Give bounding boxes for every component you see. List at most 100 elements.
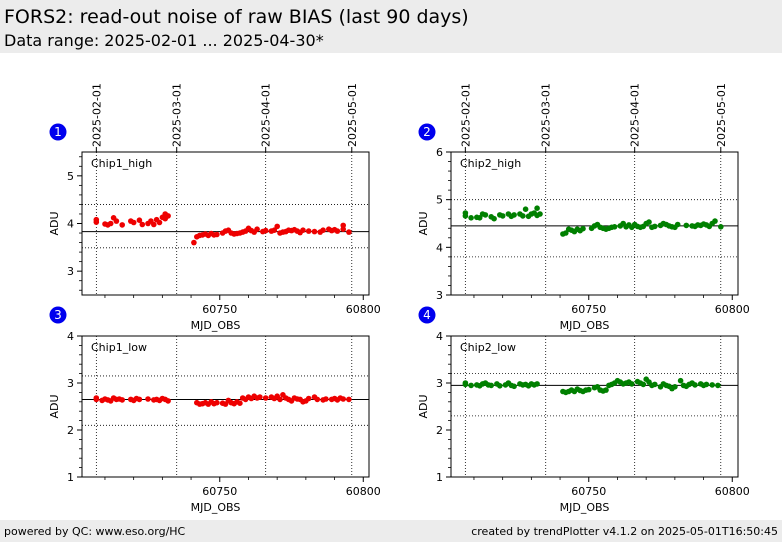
data-point xyxy=(136,396,143,403)
data-point xyxy=(511,383,517,390)
data-point xyxy=(522,206,529,212)
x-tick-label: 60750 xyxy=(202,303,237,316)
data-point xyxy=(340,226,347,232)
y-tick-label: 3 xyxy=(67,377,74,390)
data-point xyxy=(629,381,635,387)
data-point xyxy=(165,398,171,404)
data-point xyxy=(563,230,569,236)
data-point xyxy=(611,224,618,230)
data-point xyxy=(534,381,540,387)
data-point xyxy=(165,213,171,219)
x-tick-label: 60750 xyxy=(571,303,606,316)
data-point xyxy=(130,219,137,226)
y-tick-label: 3 xyxy=(436,377,443,390)
y-tick-label: 4 xyxy=(67,218,74,231)
y-tick-label: 4 xyxy=(436,330,443,343)
y-tick-label: 5 xyxy=(67,170,74,183)
plot-panel-1: 3 4 5 60750 60800 MJD_OBS ADU Chip1_high 2025-02… xyxy=(48,83,381,332)
data-point xyxy=(677,377,684,384)
data-point xyxy=(156,219,163,226)
panel-number-label: 1 xyxy=(54,125,62,139)
data-point xyxy=(323,396,329,402)
x-axis-label: MJD_OBS xyxy=(191,319,241,332)
data-point xyxy=(334,228,341,234)
data-point xyxy=(672,384,678,390)
y-tick-label: 3 xyxy=(67,265,74,278)
x-axis-label: MJD_OBS xyxy=(560,501,610,514)
y-tick-label: 4 xyxy=(67,330,74,343)
panel-label: Chip1_low xyxy=(91,341,147,354)
data-point xyxy=(311,228,318,235)
data-point xyxy=(683,222,690,229)
data-point xyxy=(305,228,312,234)
x-tick-label: 60800 xyxy=(715,303,750,316)
data-point xyxy=(709,382,715,388)
data-point xyxy=(652,381,658,388)
data-point xyxy=(652,223,658,230)
data-point xyxy=(482,212,489,218)
data-point xyxy=(93,396,100,403)
data-point xyxy=(499,213,506,219)
x-tick-label: 60800 xyxy=(715,485,750,498)
panel-number-badge xyxy=(49,306,67,324)
data-point xyxy=(119,397,125,403)
data-point xyxy=(712,218,718,224)
data-point xyxy=(468,382,474,389)
date-tick-label: 2025-03-01 xyxy=(171,83,184,147)
data-point xyxy=(476,215,483,221)
data-point xyxy=(462,381,469,388)
y-tick-label: 1 xyxy=(436,471,443,484)
data-point xyxy=(692,382,698,388)
data-point xyxy=(274,223,281,230)
data-point xyxy=(257,394,263,400)
data-point xyxy=(462,213,469,219)
data-point xyxy=(151,221,157,228)
page-title: FORS2: read-out noise of raw BIAS (last … xyxy=(4,6,469,28)
data-point xyxy=(511,212,517,218)
panel-number-badge xyxy=(418,123,436,141)
date-tick-label: 2025-02-01 xyxy=(90,83,103,147)
x-axis-label: MJD_OBS xyxy=(191,501,241,514)
powered-by-text: powered by QC: www.eso.org/HC xyxy=(4,525,186,538)
data-point xyxy=(93,219,100,225)
data-point xyxy=(277,396,283,403)
data-point xyxy=(703,381,710,388)
data-point xyxy=(136,217,143,223)
y-axis-label: ADU xyxy=(417,211,430,235)
data-point xyxy=(488,382,495,389)
data-point xyxy=(520,213,526,219)
panel-label: Chip2_low xyxy=(460,341,516,354)
data-point xyxy=(237,400,243,407)
x-tick-label: 60800 xyxy=(346,485,381,498)
data-range-subtitle: Data range: 2025-02-01 ... 2025-04-30* xyxy=(4,31,324,50)
panel-number-badge xyxy=(49,123,67,141)
data-point xyxy=(718,224,724,230)
data-point xyxy=(271,227,278,233)
y-tick-label: 5 xyxy=(436,194,443,207)
created-by-text: created by trendPlotter v4.1.2 on 2025-0… xyxy=(471,525,778,538)
date-tick-label: 2025-03-01 xyxy=(540,83,553,147)
date-tick-label: 2025-02-01 xyxy=(459,83,472,147)
y-tick-label: 2 xyxy=(67,424,74,437)
data-point xyxy=(305,395,312,402)
data-point xyxy=(145,396,151,402)
data-point xyxy=(113,218,120,224)
data-point xyxy=(262,227,269,234)
panel-label: Chip1_high xyxy=(91,157,152,170)
data-point xyxy=(534,205,540,211)
plot-panel-4: 1 2 3 4 60750 60800 MJD_OBS ADU Chip2_low 4 xyxy=(417,306,750,514)
data-point xyxy=(254,226,260,232)
panel-number-label: 3 xyxy=(54,308,62,322)
data-point xyxy=(107,220,114,227)
data-point xyxy=(580,225,586,232)
y-axis-label: ADU xyxy=(48,211,61,235)
x-tick-label: 60750 xyxy=(202,485,237,498)
data-point xyxy=(191,239,197,246)
date-tick-label: 2025-05-01 xyxy=(715,83,728,147)
data-point xyxy=(468,215,474,221)
report-header: FORS2: read-out noise of raw BIAS (last … xyxy=(0,0,782,53)
data-point xyxy=(640,381,647,388)
